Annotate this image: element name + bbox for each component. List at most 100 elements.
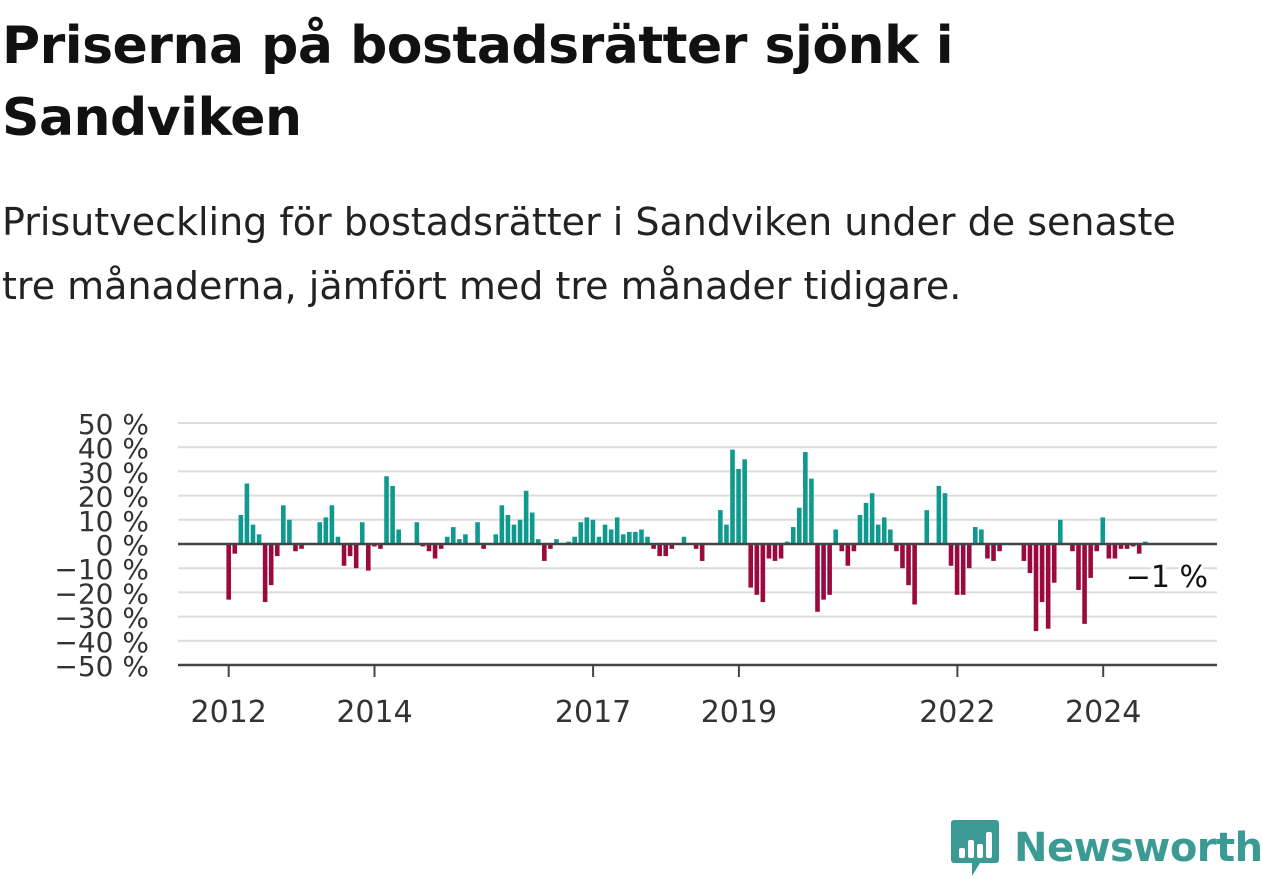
bar [359, 522, 365, 544]
bar [226, 544, 231, 600]
bar [578, 522, 584, 544]
bar [633, 531, 638, 544]
bar [966, 544, 972, 569]
bar [833, 529, 838, 544]
bar [1021, 544, 1027, 561]
bar [845, 544, 851, 566]
bar [232, 544, 238, 554]
bar [268, 544, 274, 586]
bar [1057, 519, 1063, 544]
bar [353, 544, 359, 569]
bar [821, 544, 826, 600]
bar [796, 507, 802, 544]
chart-subtitle: Prisutveckling för bostadsrätter i Sandv… [2, 200, 1176, 308]
bar [863, 502, 869, 544]
bar [614, 517, 620, 544]
bar [736, 468, 741, 544]
bar [790, 527, 796, 544]
bar [463, 534, 468, 544]
bar [608, 529, 614, 544]
y-tick-label: −20 % [54, 577, 149, 610]
bar [335, 536, 341, 544]
bar [639, 529, 644, 544]
bar [1027, 544, 1033, 574]
bar [256, 534, 262, 544]
bar [590, 519, 596, 544]
bar [760, 544, 766, 603]
bar [906, 544, 911, 586]
bar [499, 505, 505, 544]
bar [912, 544, 917, 605]
bar [973, 527, 978, 544]
bar [924, 510, 930, 544]
newsworthy-logo: Newsworthy [950, 818, 1262, 878]
bar [602, 524, 608, 544]
y-tick-label: −30 % [54, 602, 149, 635]
bar [366, 544, 371, 571]
bar [778, 544, 784, 559]
bar [299, 544, 304, 549]
bar [766, 544, 772, 559]
bar [888, 529, 893, 544]
y-tick-label: 40 % [78, 432, 149, 465]
bar [329, 505, 335, 544]
bar [384, 476, 389, 544]
bar [596, 536, 602, 544]
bar [274, 544, 280, 557]
bar [1082, 544, 1087, 624]
bar [979, 529, 984, 544]
x-tick-label: 2012 [191, 695, 267, 730]
bar [584, 517, 590, 544]
bar [960, 544, 966, 595]
bar [663, 544, 669, 557]
bar [517, 519, 523, 544]
y-tick-label: 30 % [78, 456, 149, 489]
bar-chart-speech-bubble-icon [951, 820, 999, 876]
bar [396, 529, 401, 544]
bar [529, 512, 535, 544]
bar [426, 544, 432, 552]
bar [444, 536, 450, 544]
axes [178, 542, 1217, 677]
y-tick-label: −40 % [54, 626, 149, 659]
bar [772, 544, 778, 561]
bar [869, 493, 875, 544]
labels: 50 %40 %30 %20 %10 %0 %−10 %−20 %−30 %−4… [54, 408, 1211, 730]
bar [997, 544, 1002, 552]
bar [693, 544, 699, 549]
bar [881, 517, 887, 544]
bar [936, 485, 942, 544]
bar [390, 485, 395, 544]
bar [1106, 544, 1112, 559]
bar [505, 514, 511, 544]
x-tick-label: 2014 [336, 695, 412, 730]
bar [287, 519, 292, 544]
bar [1118, 544, 1124, 549]
bar [1100, 517, 1106, 544]
bar [341, 544, 347, 566]
bars [226, 449, 1148, 632]
bar [1094, 544, 1100, 552]
bar [699, 544, 705, 561]
bar [875, 524, 881, 544]
bar [347, 544, 353, 557]
bar [748, 544, 754, 588]
y-tick-label: −10 % [54, 553, 149, 586]
bar [414, 522, 420, 544]
bar [281, 505, 286, 544]
bar [900, 544, 905, 569]
bar [1124, 544, 1130, 549]
x-tick-label: 2019 [701, 695, 777, 730]
bar [1045, 544, 1051, 629]
bar [1070, 544, 1075, 552]
bar [681, 536, 687, 544]
y-tick-label: −50 % [54, 650, 149, 683]
chart-title: Priserna på bostadsrätter sjönk i Sandvi… [2, 16, 954, 148]
bar [438, 544, 444, 549]
bar [942, 493, 948, 544]
bar [475, 522, 480, 544]
bar [1088, 544, 1093, 578]
bar [262, 544, 268, 603]
bar [1033, 544, 1039, 632]
x-tick-label: 2017 [555, 695, 631, 730]
